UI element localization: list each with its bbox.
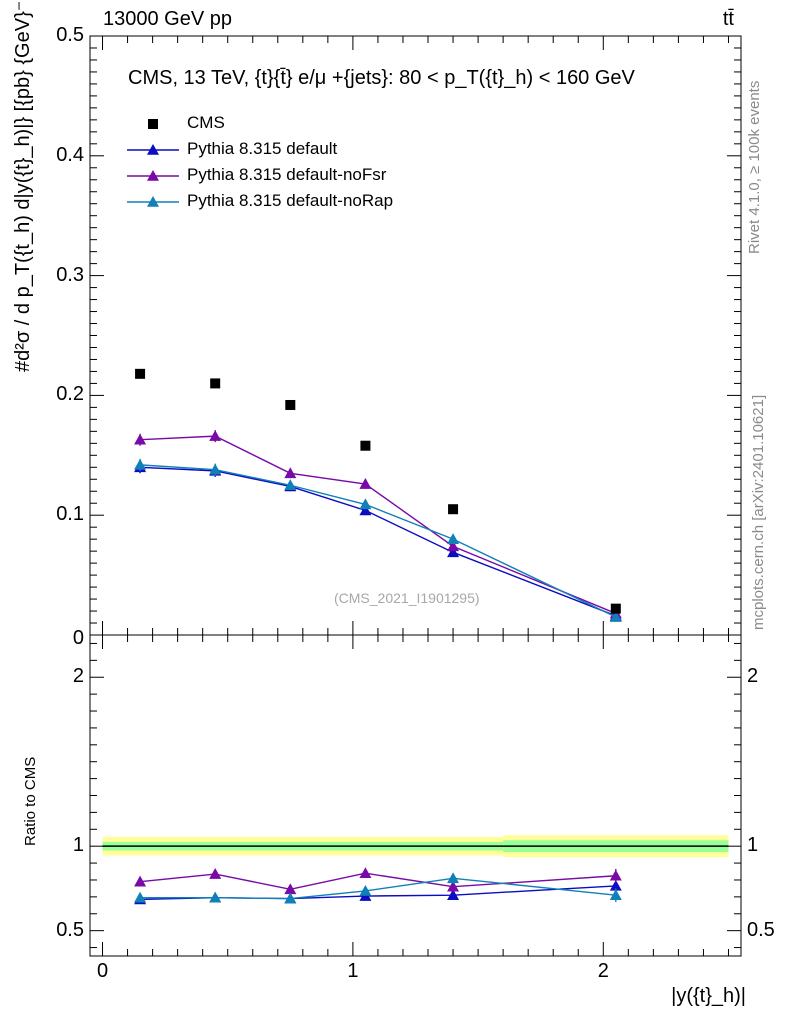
series-point <box>359 478 372 489</box>
ratio-point <box>284 883 297 895</box>
legend-marker-2 <box>147 170 159 181</box>
y-tick-label: 0.1 <box>56 503 84 526</box>
cms-data-point <box>135 368 146 379</box>
series-point <box>447 546 460 558</box>
chart-title: CMS, 13 TeV, {t}{t̄} e/μ +{jets}: 80 < p… <box>128 67 635 89</box>
series-point <box>447 533 460 544</box>
ratio-series-layer <box>134 867 622 905</box>
legend-marker-1 <box>147 144 159 155</box>
series-point <box>209 463 222 475</box>
ratio-point <box>359 884 372 896</box>
legend-label-3: Pythia 8.315 default-noRap <box>187 191 394 210</box>
series-point <box>359 498 372 510</box>
legend-marker-3 <box>147 196 159 207</box>
ratio-line-3 <box>140 877 616 900</box>
cms-data-point <box>360 440 371 451</box>
y-tick-label: 0 <box>72 627 84 649</box>
series-point <box>447 540 460 552</box>
series-point <box>609 611 622 622</box>
ratio-y-tick-label: 2 <box>72 665 84 688</box>
ratio-point <box>359 867 372 879</box>
series-line-2 <box>140 435 617 615</box>
series-point <box>284 467 297 479</box>
ratio-point <box>447 872 460 884</box>
analysis-watermark: (CMS_2021_I1901295) <box>334 590 480 606</box>
ratio-point <box>609 879 622 891</box>
ratio-point <box>209 891 222 903</box>
ratio-y-tick-label: 1 <box>72 834 84 857</box>
series-point <box>359 504 372 516</box>
ratio-point <box>609 869 622 881</box>
x-tick-label: 2 <box>597 960 609 982</box>
energy-label: 13000 GeV pp <box>103 8 232 30</box>
legend-marker-cms <box>148 119 158 129</box>
series-layer <box>134 430 622 622</box>
series-line-1 <box>140 466 617 617</box>
ratio-y-tick-label-right: 1 <box>747 834 759 857</box>
x-tick-label: 0 <box>96 960 109 982</box>
axis-ticks <box>90 35 741 956</box>
cms-data-point <box>610 603 621 614</box>
process-label: tt̄ <box>722 8 734 30</box>
legend-label-2: Pythia 8.315 default-noFsr <box>187 165 387 184</box>
cms-data-point <box>210 378 221 389</box>
ratio-y-axis-label: Ratio to CMS <box>22 756 39 846</box>
legend-label-1: Pythia 8.315 default <box>187 139 338 158</box>
y-axis-label: #d²σ / d p_T({t_h) d|y({t}_h)|} [{pb} {G… <box>12 0 34 372</box>
ratio-point <box>447 889 460 900</box>
ratio-y-tick-label-right: 0.5 <box>747 918 775 941</box>
rivet-version-label: Rivet 4.1.0, ≥ 100k events <box>746 80 763 254</box>
y-tick-label: 0.4 <box>56 143 84 166</box>
x-axis-label: |y({t}_h)| <box>671 985 746 1007</box>
series-point <box>284 479 297 491</box>
ratio-point <box>209 868 222 879</box>
ratio-plot-frame <box>89 634 742 957</box>
y-tick-label: 0.3 <box>56 263 84 286</box>
ratio-point <box>609 889 622 900</box>
cms-data-layer <box>135 368 621 614</box>
ratio-point <box>284 892 297 904</box>
ratio-point <box>134 875 147 887</box>
ratio-y-tick-label-right: 2 <box>747 665 759 688</box>
ratio-y-tick-label: 0.5 <box>56 918 84 941</box>
series-point <box>134 433 147 445</box>
mcplots-label: mcplots.cern.ch [arXiv:2401.10621] <box>750 394 767 630</box>
y-tick-label: 0.2 <box>56 383 84 406</box>
ratio-line-2 <box>140 872 616 890</box>
series-point <box>209 430 222 441</box>
legend <box>127 119 179 207</box>
cms-data-point <box>285 399 296 410</box>
series-line-3 <box>140 464 617 618</box>
ratio-point <box>134 891 147 903</box>
ratio-point <box>447 880 460 892</box>
y-tick-label: 0.5 <box>56 24 84 46</box>
legend-label-cms: CMS <box>187 113 225 132</box>
cms-data-point <box>448 504 459 515</box>
series-point <box>134 458 147 470</box>
x-tick-label: 1 <box>347 960 359 982</box>
